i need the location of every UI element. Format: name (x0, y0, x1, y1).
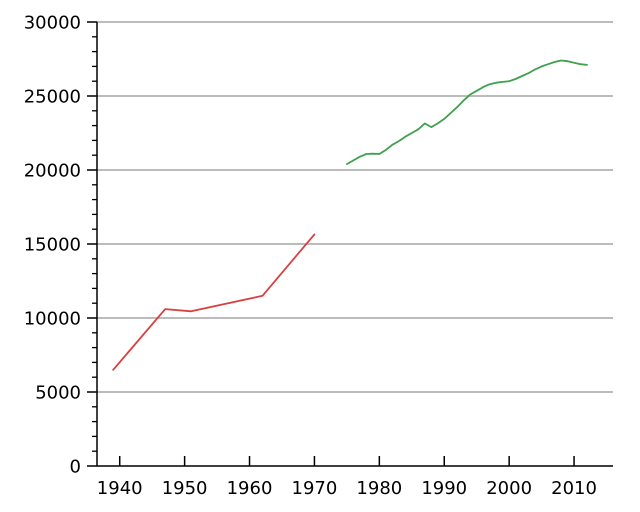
y-tick-label-25000: 25000 (24, 87, 81, 108)
x-tick-label-1990: 1990 (421, 478, 467, 499)
x-tick-label-2010: 2010 (551, 478, 597, 499)
series-line-late-period-green (345, 59, 588, 166)
y-tick-label-15000: 15000 (24, 235, 81, 256)
y-tick-label-30000: 30000 (24, 13, 81, 34)
y-tick-label-10000: 10000 (24, 309, 81, 330)
x-tick-label-1950: 1950 (162, 478, 208, 499)
x-tick-label-1980: 1980 (356, 478, 402, 499)
x-tick-label-1960: 1960 (227, 478, 273, 499)
y-tick-label-20000: 20000 (24, 161, 81, 182)
y-tick-label-5000: 5000 (35, 383, 81, 404)
x-tick-label-1940: 1940 (97, 478, 143, 499)
x-tick-label-2000: 2000 (486, 478, 532, 499)
series-layer (112, 59, 588, 371)
x-tick-label-1970: 1970 (292, 478, 338, 499)
series-line-early-period-red (112, 233, 316, 371)
gridlines-layer (97, 21, 613, 393)
y-tick-label-0: 0 (70, 457, 81, 478)
axes-layer: 0 5000 10000 15000 20000 25000 30000 1940 1950 19… (24, 13, 613, 499)
